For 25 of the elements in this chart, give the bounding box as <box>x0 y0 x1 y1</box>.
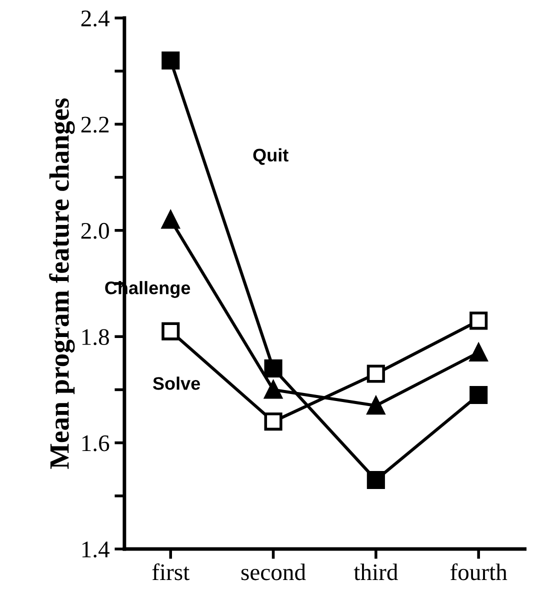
y-axis-title: Mean program feature changes <box>49 98 75 469</box>
series-label: Solve <box>152 376 200 390</box>
point <box>366 470 385 489</box>
point <box>366 364 385 383</box>
x-tick-label: fourth <box>450 563 508 580</box>
point <box>162 51 180 70</box>
point <box>470 344 488 362</box>
y-tick-label: 1.8 <box>82 329 109 346</box>
point <box>264 380 282 399</box>
point <box>470 386 488 404</box>
y-tick-label: 2.2 <box>81 116 109 133</box>
point <box>162 322 180 340</box>
y-tick-label: 2.4 <box>81 10 110 27</box>
point <box>470 312 488 330</box>
text: Quit <box>253 148 288 165</box>
point <box>264 359 282 378</box>
x-tick-label: second <box>241 564 306 580</box>
point <box>366 396 385 415</box>
y-tick-label: 1.6 <box>82 435 110 452</box>
x-tick-label: first <box>152 563 190 580</box>
y-tick-label: 1.4 <box>82 542 110 558</box>
x-tick-label: third <box>354 564 398 580</box>
point <box>162 210 180 229</box>
y-tick-label: 2.0 <box>81 222 109 239</box>
point <box>264 412 282 431</box>
